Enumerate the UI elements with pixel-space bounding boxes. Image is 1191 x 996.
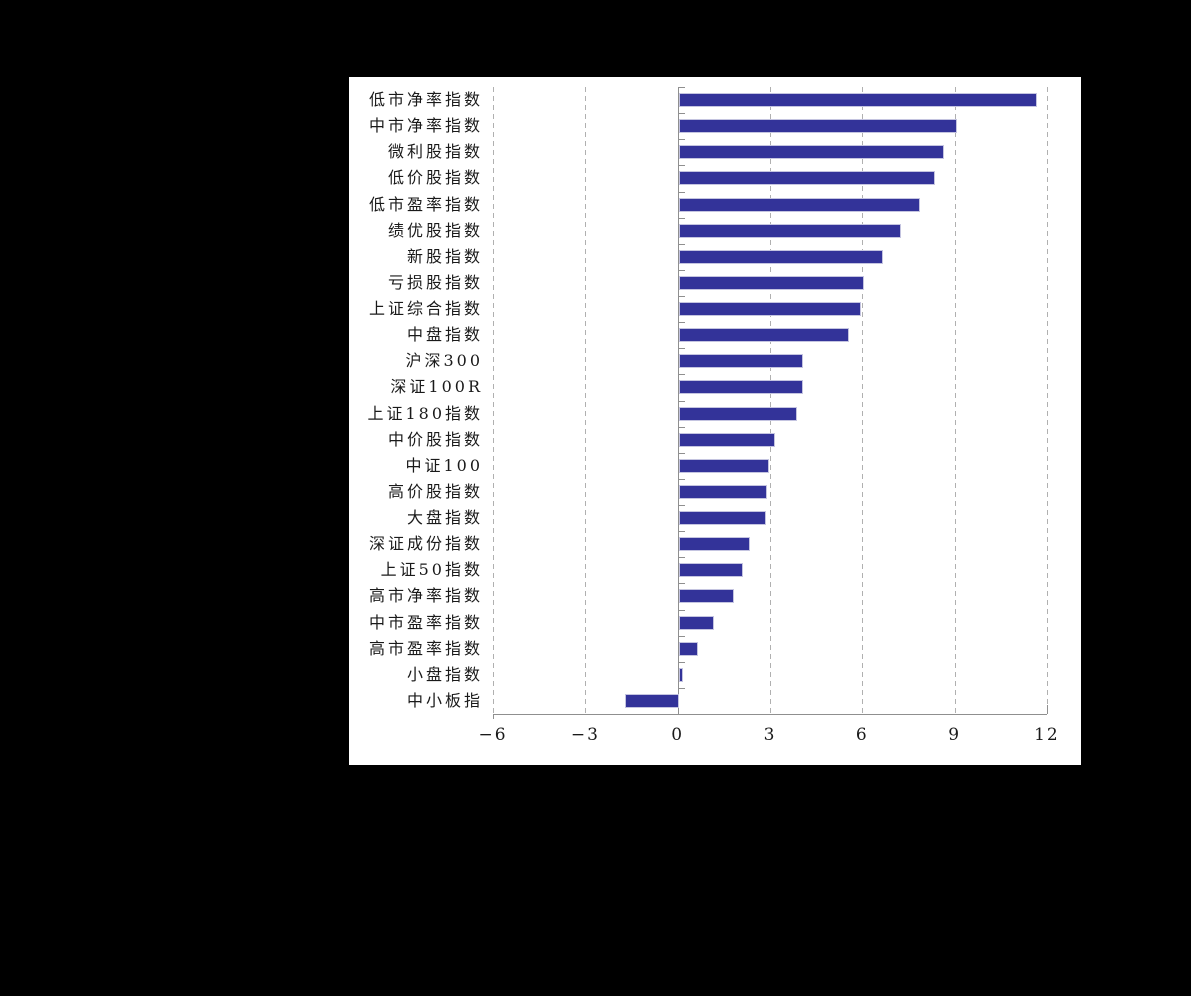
gridline-x--6: [493, 87, 495, 714]
x-axis-left-endcap: [493, 714, 495, 719]
category-axis-tick: [678, 87, 685, 88]
category-axis-tick: [678, 478, 685, 480]
category-label: 低价股指数: [387, 168, 483, 188]
bar-亏损股指数: [678, 275, 865, 290]
x-tick-label: 6: [855, 725, 869, 745]
bar-低价股指数: [678, 171, 936, 186]
category-label: 上证50指数: [380, 560, 483, 580]
bar-中价股指数: [678, 432, 776, 447]
category-axis-tick: [678, 661, 685, 663]
x-axis-line: [493, 714, 1047, 715]
gridline-x-12: [1046, 87, 1048, 714]
bar-新股指数: [678, 249, 883, 264]
category-label: 中证100: [405, 455, 483, 475]
category-axis-tick: [678, 635, 685, 637]
category-label: 沪深300: [405, 351, 483, 371]
gridline-x-9: [954, 87, 956, 714]
category-label: 深证成份指数: [368, 534, 483, 554]
bar-中市净率指数: [678, 119, 957, 134]
bar-高市盈率指数: [678, 641, 699, 656]
bar-绩优股指数: [678, 223, 902, 238]
x-tick-label: 9: [948, 725, 962, 745]
category-label: 高市盈率指数: [368, 638, 483, 658]
bar-中盘指数: [678, 328, 849, 343]
category-label: 大盘指数: [406, 508, 483, 528]
bar-大盘指数: [678, 511, 766, 526]
category-label: 中价股指数: [387, 429, 483, 449]
bar-chart: 低市净率指数 中市净率指数微利股指数低价股指数低市盈率指数绩优股指数新股指数亏损股…: [349, 77, 1081, 765]
category-label: 低市净率指数: [368, 90, 483, 110]
category-label: 深证100R: [390, 377, 483, 397]
category-label: 低市盈率指数: [368, 194, 483, 214]
bar-深证成份指数: [678, 537, 751, 552]
bar-上证50指数: [678, 563, 743, 578]
bar-低市净率指数: [678, 93, 1037, 108]
bar-上证180指数: [678, 406, 797, 421]
x-tick-label: 0: [671, 725, 685, 745]
category-axis-tick: [678, 687, 685, 689]
category-axis-tick: [678, 113, 685, 115]
category-axis-tick: [678, 374, 685, 376]
bar-高价股指数: [678, 484, 768, 499]
category-axis-tick: [678, 505, 685, 506]
bar-中市盈率指数: [678, 615, 714, 630]
bar-低市盈率指数: [678, 197, 920, 212]
category-label: 上证180指数: [367, 403, 483, 423]
category-axis-tick: [678, 348, 685, 350]
category-label: 绩优股指数: [387, 220, 483, 240]
category-axis-tick: [678, 139, 685, 141]
category-label: 高价股指数: [387, 481, 483, 501]
gridline-x-3: [770, 87, 771, 714]
category-axis-tick: [678, 243, 685, 245]
category-axis-tick: [678, 426, 685, 428]
category-axis-tick: [678, 452, 685, 454]
category-axis-tick: [678, 609, 685, 611]
bar-小盘指数: [678, 667, 683, 682]
bar-深证100R: [678, 380, 803, 395]
bar-沪深300: [678, 354, 803, 369]
category-label: 亏损股指数: [387, 272, 483, 292]
category-label: 中市盈率指数: [368, 612, 483, 632]
category-axis-tick: [678, 165, 685, 167]
category-label: 中盘指数: [406, 325, 483, 345]
category-label: 高市净率指数: [368, 586, 483, 606]
category-axis-tick: [678, 296, 685, 297]
category-label: 微利股指数: [387, 142, 483, 162]
category-axis-tick: [678, 191, 685, 193]
x-tick-label: −6: [478, 725, 508, 745]
x-tick-label: 3: [763, 725, 777, 745]
category-axis-tick: [678, 400, 685, 402]
category-axis-tick: [678, 557, 685, 559]
bar-上证综合指数: [678, 302, 862, 317]
category-axis-tick: [678, 531, 685, 533]
category-axis-tick: [678, 269, 685, 271]
category-axis-tick: [678, 322, 685, 324]
gridline-x--3: [585, 87, 587, 714]
category-label: 中市净率指数: [368, 116, 483, 136]
category-axis-tick: [678, 583, 685, 585]
category-axis-line: [677, 87, 679, 714]
x-tick-label: −3: [570, 725, 600, 745]
gridline-x-6: [862, 87, 864, 714]
category-axis-tick: [678, 217, 685, 219]
x-tick-label: 12: [1034, 725, 1060, 745]
category-label: 新股指数: [406, 246, 483, 266]
category-label: 上证综合指数: [368, 299, 483, 319]
bar-中证100: [678, 458, 769, 473]
x-axis-right-endcap: [1046, 705, 1048, 714]
category-label: 中小板指: [406, 690, 483, 710]
bar-中小板指: [625, 693, 679, 708]
bar-高市净率指数: [678, 589, 734, 604]
category-label: 小盘指数: [406, 664, 483, 684]
bar-微利股指数: [678, 145, 945, 160]
